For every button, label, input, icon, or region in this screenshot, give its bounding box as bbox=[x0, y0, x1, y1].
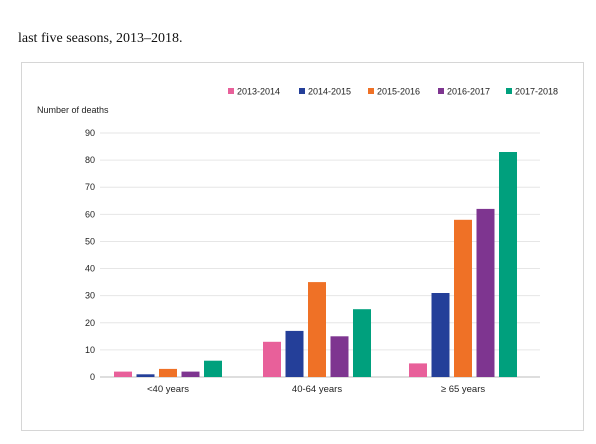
y-tick-label: 20 bbox=[85, 318, 95, 328]
legend-label: 2014-2015 bbox=[308, 87, 351, 97]
bar-2016-2017-2 bbox=[476, 208, 495, 377]
y-tick-label: 0 bbox=[90, 372, 95, 382]
x-tick-labels: <40 years 40-64 years ≥ 65 years bbox=[147, 384, 485, 395]
legend: 2013-2014 2014-2015 2015-2016 2016-2017 2017… bbox=[228, 87, 558, 97]
y-tick-label: 10 bbox=[85, 345, 95, 355]
x-tick-label: 40-64 years bbox=[292, 384, 342, 395]
legend-swatch bbox=[506, 88, 512, 94]
bar-2017-2018-2 bbox=[499, 152, 517, 377]
legend-swatch bbox=[228, 88, 234, 94]
bar-2014-2015-2 bbox=[431, 293, 450, 377]
legend-swatch bbox=[368, 88, 374, 94]
bar-2015-2016-1 bbox=[308, 282, 326, 377]
y-tick-label: 80 bbox=[85, 155, 95, 165]
y-tick-label: 40 bbox=[85, 264, 95, 274]
bars bbox=[114, 152, 517, 377]
x-tick-label: <40 years bbox=[147, 384, 189, 395]
x-tick-label: ≥ 65 years bbox=[441, 384, 486, 395]
bar-2017-2018-0 bbox=[204, 360, 222, 377]
y-axis-label: Number of deaths bbox=[37, 105, 109, 115]
legend-label: 2016-2017 bbox=[447, 87, 490, 97]
y-tick-label: 90 bbox=[85, 128, 95, 138]
bar-2014-2015-0 bbox=[136, 374, 155, 377]
bar-2016-2017-1 bbox=[330, 336, 349, 377]
legend-swatch bbox=[299, 88, 305, 94]
bar-2015-2016-2 bbox=[454, 219, 472, 377]
bar-2017-2018-1 bbox=[353, 309, 371, 377]
y-tick-label: 70 bbox=[85, 182, 95, 192]
y-tick-labels: 0 10 20 30 40 50 60 70 80 90 bbox=[85, 128, 95, 382]
legend-label: 2017-2018 bbox=[515, 87, 558, 97]
bar-2015-2016-0 bbox=[159, 368, 177, 377]
legend-label: 2013-2014 bbox=[237, 87, 280, 97]
legend-swatch bbox=[438, 88, 444, 94]
legend-label: 2015-2016 bbox=[377, 87, 420, 97]
bar-2013-2014-1 bbox=[263, 341, 281, 377]
y-tick-label: 50 bbox=[85, 236, 95, 246]
bar-2013-2014-0 bbox=[114, 371, 132, 377]
y-tick-label: 30 bbox=[85, 291, 95, 301]
bar-2016-2017-0 bbox=[181, 371, 200, 377]
bar-2013-2014-2 bbox=[409, 363, 427, 377]
caption-text: last five seasons, 2013–2018. bbox=[18, 31, 183, 46]
bar-2014-2015-1 bbox=[285, 330, 304, 377]
y-tick-label: 60 bbox=[85, 209, 95, 219]
